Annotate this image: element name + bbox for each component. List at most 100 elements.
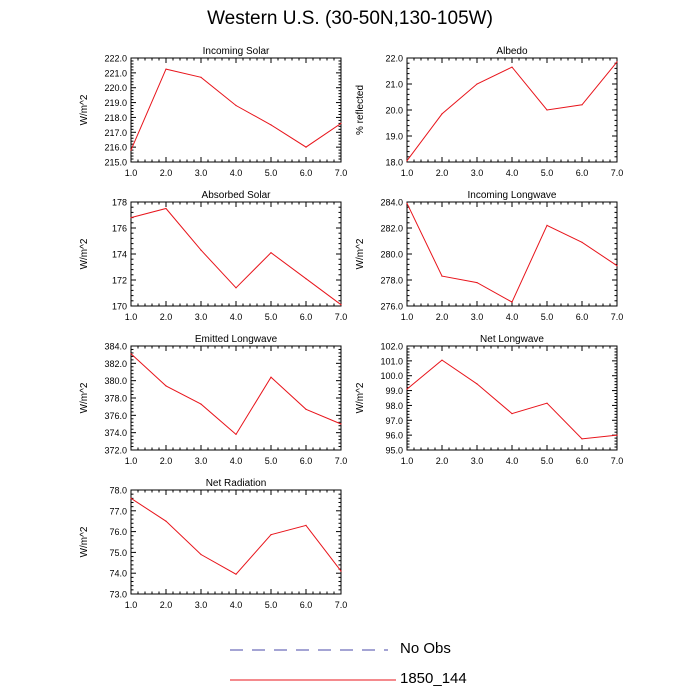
x-tick-label: 4.0	[506, 312, 519, 322]
y-tick-label: 172	[112, 276, 127, 286]
series-line-1850-144	[130, 207, 342, 306]
y-tick-label: 21.0	[385, 80, 403, 90]
y-tick-label: 99.0	[385, 386, 403, 396]
x-tick-label: 6.0	[300, 456, 313, 466]
x-tick-label: 5.0	[265, 312, 278, 322]
x-tick-label: 6.0	[300, 168, 313, 178]
x-tick-label: 6.0	[576, 456, 589, 466]
x-tick-label: 7.0	[611, 456, 624, 466]
data-point	[546, 224, 548, 226]
panel-incoming-longwave: Incoming Longwave W/m^2 1.0 2.0 3.0 4.0 5.0 6.0…	[355, 190, 623, 322]
data-point	[305, 524, 307, 527]
x-tick-label: 2.0	[160, 168, 173, 178]
data-point	[235, 433, 237, 435]
y-axis-label: W/m^2	[79, 238, 90, 269]
x-tick-label: 5.0	[265, 168, 278, 178]
legend-entry-1850-144: 1850_144	[230, 670, 467, 690]
x-tick-label: 6.0	[300, 600, 313, 610]
y-tick-label: 73.0	[109, 590, 127, 600]
x-tick-label: 2.0	[436, 456, 449, 466]
x-tick-label: 7.0	[611, 312, 624, 322]
x-tick-label: 6.0	[576, 312, 589, 322]
y-tick-label: 98.0	[385, 401, 403, 411]
data-point	[476, 83, 478, 85]
y-tick-label: 374.0	[104, 428, 127, 438]
x-tick-label: 1.0	[401, 168, 414, 178]
x-tick-label: 2.0	[436, 168, 449, 178]
plot-frame	[406, 57, 618, 163]
data-point	[511, 301, 513, 303]
legend-swatch-dashed	[230, 649, 388, 651]
data-point	[546, 402, 548, 404]
y-tick-label: 220.0	[104, 83, 127, 93]
panel-emitted-longwave: Emitted Longwave W/m^2 1.0 2.0 3.0 4.0 5.0 6.0 7…	[79, 334, 347, 466]
panel-net-radiation: Net Radiation W/m^2 1.0 2.0 3.0 4.0 5.0 6.0 7.0 7…	[79, 478, 347, 610]
series-line-1850-144	[130, 497, 342, 575]
y-tick-label: 376.0	[104, 411, 127, 421]
data-point	[200, 403, 202, 405]
data-point	[441, 113, 443, 115]
data-point	[270, 534, 272, 536]
data-point	[340, 570, 342, 572]
x-tick-label: 7.0	[335, 600, 348, 610]
x-tick-label: 3.0	[471, 168, 484, 178]
y-tick-label: 97.0	[385, 416, 403, 426]
data-point	[476, 383, 478, 385]
data-point	[441, 275, 443, 277]
data-point	[165, 385, 167, 387]
legend-label-no-obs: No Obs	[400, 640, 451, 657]
y-axis-label: W/m^2	[79, 94, 90, 125]
y-tick-label: 96.0	[385, 431, 403, 441]
x-tick-label: 5.0	[541, 456, 554, 466]
data-point	[235, 104, 237, 107]
data-point	[165, 520, 167, 522]
page-title: Western U.S. (30-50N,130-105W)	[207, 8, 493, 29]
y-tick-label: 20.0	[385, 106, 403, 116]
legend-swatch-solid	[230, 679, 396, 681]
data-point	[165, 207, 167, 210]
data-point	[130, 217, 132, 219]
x-tick-label: 4.0	[230, 456, 243, 466]
panel-title: Absorbed Solar	[202, 190, 272, 201]
legend-label-1850-144: 1850_144	[400, 670, 467, 687]
x-tick-label: 3.0	[195, 312, 208, 322]
panel-albedo: Albedo % reflected 1.0 2.0 3.0 4.0 5.0 6.0 7.0 18…	[355, 46, 623, 178]
y-tick-label: 176	[112, 224, 127, 234]
panel-title: Incoming Longwave	[468, 190, 557, 201]
data-point	[200, 553, 202, 556]
y-tick-label: 18.0	[385, 158, 403, 168]
y-axis-label: W/m^2	[355, 382, 366, 413]
data-point	[546, 109, 548, 111]
x-tick-label: 1.0	[125, 312, 138, 322]
y-tick-label: 221.0	[104, 68, 127, 78]
data-point	[340, 423, 342, 425]
x-tick-label: 4.0	[506, 456, 519, 466]
x-tick-label: 2.0	[160, 600, 173, 610]
x-tick-label: 5.0	[265, 456, 278, 466]
y-tick-label: 100.0	[380, 371, 403, 381]
y-tick-label: 74.0	[109, 569, 127, 579]
series-line-1850-144	[130, 353, 342, 436]
x-tick-label: 3.0	[195, 600, 208, 610]
x-tick-label: 2.0	[160, 312, 173, 322]
data-point	[581, 104, 583, 106]
x-tick-label: 3.0	[471, 312, 484, 322]
x-tick-label: 1.0	[401, 312, 414, 322]
y-tick-label: 282.0	[380, 224, 403, 234]
x-tick-label: 3.0	[471, 456, 484, 466]
data-point	[200, 249, 202, 251]
data-point	[130, 149, 132, 151]
data-point	[130, 353, 132, 355]
panel-title: Incoming Solar	[203, 46, 270, 57]
y-tick-label: 280.0	[380, 250, 403, 260]
data-point	[340, 122, 342, 124]
y-tick-label: 216.0	[104, 143, 127, 153]
series-line-1850-144	[406, 203, 618, 303]
y-tick-label: 378.0	[104, 394, 127, 404]
x-tick-label: 4.0	[230, 168, 243, 178]
x-tick-label: 1.0	[401, 456, 414, 466]
data-point	[305, 408, 307, 410]
x-tick-label: 6.0	[576, 168, 589, 178]
data-point	[511, 66, 513, 68]
y-tick-label: 174	[112, 250, 127, 260]
